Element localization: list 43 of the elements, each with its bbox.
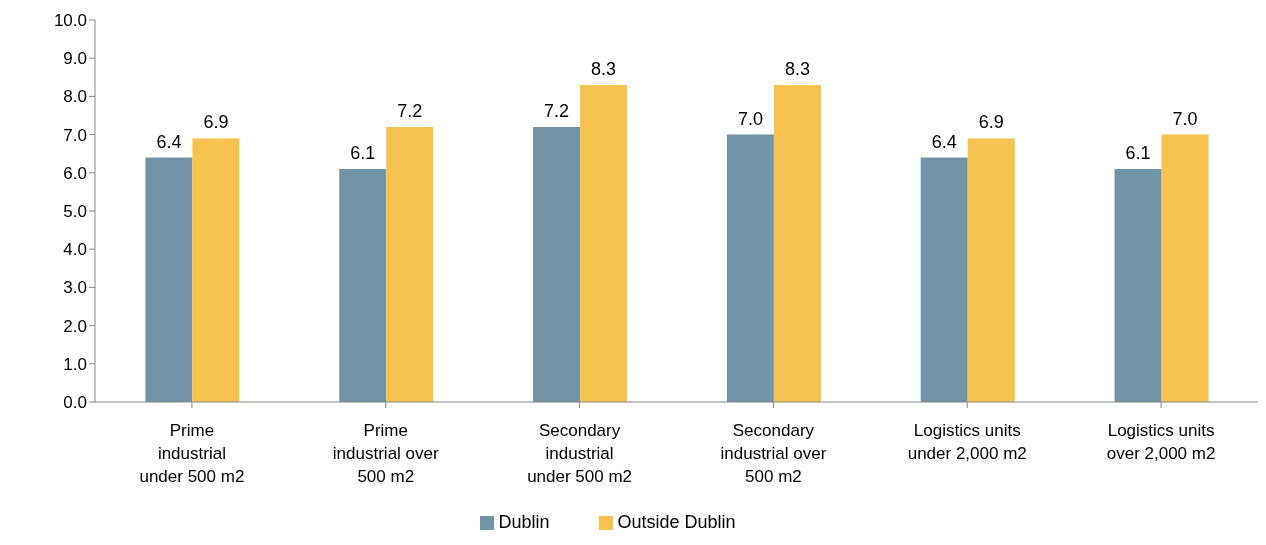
bar [920,157,968,402]
bar [726,134,774,402]
y-tick-label: 8.0 [63,87,87,107]
y-tick-label: 2.0 [63,316,87,336]
y-tick-label: 10.0 [53,11,87,31]
bar [967,138,1015,402]
legend-label: Outside Dublin [617,512,736,532]
x-tick-label: Prime industrial over 500 m2 [332,421,439,486]
data-label: 6.9 [203,112,229,133]
data-label: 6.1 [350,142,376,163]
bar [533,126,581,402]
y-tick-label: 3.0 [63,278,87,298]
data-label: 8.3 [784,58,810,79]
data-label: 7.2 [397,100,423,121]
data-label: 7.0 [737,108,763,129]
y-tick-label: 7.0 [63,125,87,145]
x-tick-label: Logistics units over 2,000 m2 [1106,421,1216,463]
x-tick-label: Secondary industrial under 500 m2 [527,421,633,486]
bar [145,157,193,402]
data-label: 7.0 [1172,108,1198,129]
data-label: 6.9 [978,112,1004,133]
bar [580,84,628,402]
y-tick-label: 9.0 [63,49,87,69]
legend-label: Dublin [498,512,550,532]
bar [1161,134,1209,402]
data-label: 6.4 [156,131,182,152]
y-tick-label: 1.0 [63,354,87,374]
bar [1114,168,1162,402]
y-tick-label: 5.0 [63,202,87,222]
bar [339,168,387,402]
x-tick-label: Secondary industrial over 500 m2 [720,421,827,486]
data-label: 6.1 [1125,142,1151,163]
bar [386,126,434,402]
y-tick-label: 0.0 [63,393,87,413]
bar [773,84,821,402]
bar [192,138,240,402]
x-tick-label: Prime industrial under 500 m2 [139,421,245,486]
y-tick-label: 6.0 [63,163,87,183]
x-tick-label: Logistics units under 2,000 m2 [907,421,1027,463]
data-label: 8.3 [591,58,617,79]
data-label: 7.2 [544,100,570,121]
y-tick-label: 4.0 [63,240,87,260]
data-label: 6.4 [931,131,957,152]
